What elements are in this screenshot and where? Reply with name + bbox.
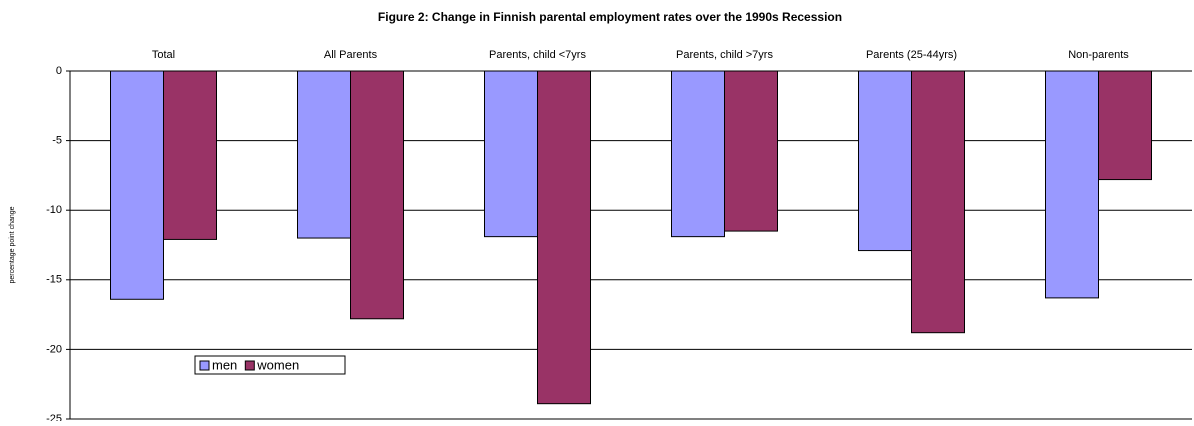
legend-label: men — [212, 357, 237, 372]
bar — [163, 70, 217, 240]
bar — [724, 70, 778, 232]
bar — [1098, 70, 1152, 181]
bar — [1045, 70, 1099, 299]
legend-swatch — [199, 360, 210, 371]
x-tick-label: Parents (25-44yrs) — [866, 49, 957, 61]
legend-box — [194, 355, 346, 375]
y-tick-label: -15 — [46, 274, 62, 286]
bar — [537, 70, 591, 405]
legend-swatch — [244, 360, 255, 371]
x-tick-label: Parents, child >7yrs — [676, 49, 773, 61]
bar — [858, 70, 912, 252]
y-tick-label: -10 — [46, 204, 62, 216]
bar — [350, 70, 404, 320]
bar — [484, 70, 538, 238]
x-tick-label: All Parents — [324, 49, 378, 61]
x-tick-label: Parents, child <7yrs — [489, 49, 586, 61]
x-tick-label: Total — [152, 49, 175, 61]
bar — [110, 70, 164, 300]
chart-title: Figure 2: Change in Finnish parental emp… — [378, 10, 842, 24]
y-axis-label: percentage point change — [9, 206, 16, 283]
y-tick-label: 0 — [56, 65, 62, 77]
bar — [671, 70, 725, 238]
x-tick-label: Non-parents — [1068, 49, 1129, 61]
y-tick-label: -5 — [52, 135, 62, 147]
legend: men women — [194, 355, 346, 375]
bar — [297, 70, 351, 239]
bar — [911, 70, 965, 334]
y-tick-label: -25 — [46, 413, 62, 421]
legend-label: women — [256, 357, 299, 372]
y-tick-label: -20 — [46, 343, 62, 355]
